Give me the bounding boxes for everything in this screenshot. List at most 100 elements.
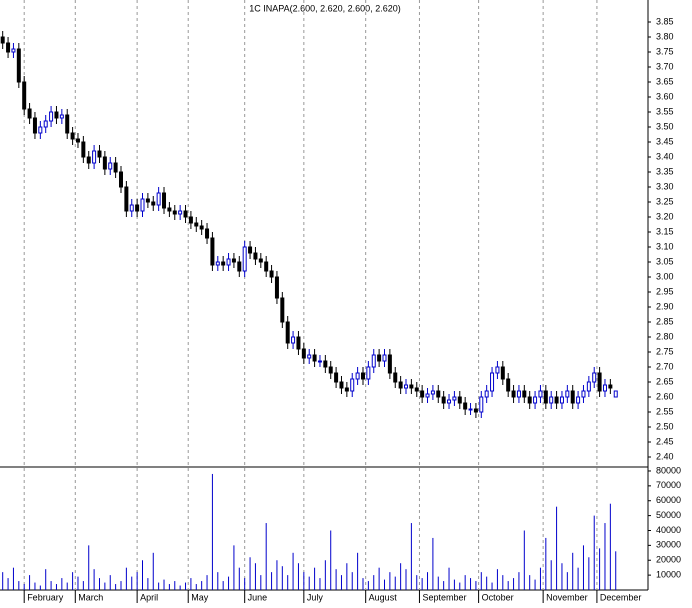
candle-body	[81, 141, 86, 158]
candle-body	[366, 366, 371, 380]
candle-body	[253, 252, 258, 260]
candle-body	[86, 156, 91, 164]
volume-tick-label: 30000	[656, 540, 681, 550]
candle-body	[581, 390, 586, 398]
candle-body	[274, 276, 279, 299]
candle-body	[328, 366, 333, 374]
candle-body	[264, 261, 269, 272]
candle-body	[221, 261, 226, 266]
candle-body	[231, 258, 236, 263]
y-tick-label: 2.90	[656, 301, 674, 311]
y-tick-label: 2.70	[656, 361, 674, 371]
candle-body	[404, 384, 409, 389]
y-tick-label: 2.50	[656, 421, 674, 431]
candle-body	[570, 390, 575, 404]
candle-body	[135, 204, 140, 212]
candle-body	[172, 210, 177, 215]
candle-body	[344, 387, 349, 392]
y-tick-label: 3.50	[656, 121, 674, 131]
candle-body	[409, 384, 414, 389]
y-tick-label: 3.10	[656, 241, 674, 251]
y-tick-label: 2.55	[656, 406, 674, 416]
y-tick-label: 3.85	[656, 16, 674, 26]
candle-body	[151, 201, 156, 206]
volume-tick-label: 70000	[656, 480, 681, 490]
candle-body	[339, 381, 344, 389]
candle-body	[565, 390, 570, 398]
y-tick-label: 3.00	[656, 271, 674, 281]
candle-body	[92, 150, 97, 164]
y-tick-label: 3.40	[656, 151, 674, 161]
candle-body	[11, 48, 16, 53]
x-tick-label: March	[78, 592, 103, 602]
y-tick-label: 2.80	[656, 331, 674, 341]
candle-body	[280, 297, 285, 323]
candle-body	[393, 372, 398, 383]
candle-body	[425, 393, 430, 398]
candle-body	[468, 408, 473, 411]
candle-body	[65, 114, 70, 134]
y-tick-label: 3.35	[656, 166, 674, 176]
candle-body	[210, 237, 215, 266]
x-tick-label: September	[422, 592, 466, 602]
x-tick-label: October	[482, 592, 514, 602]
candle-body	[145, 198, 150, 203]
candle-body	[226, 258, 231, 266]
candle-body	[420, 390, 425, 398]
candle-body	[490, 372, 495, 392]
y-tick-label: 3.15	[656, 226, 674, 236]
x-tick-label: April	[140, 592, 158, 602]
candle-body	[377, 354, 382, 362]
candle-body	[387, 354, 392, 374]
candle-body	[382, 354, 387, 362]
candle-body	[549, 396, 554, 404]
y-tick-label: 2.95	[656, 286, 674, 296]
candle-body	[360, 372, 365, 380]
y-tick-label: 2.45	[656, 436, 674, 446]
x-tick-label: May	[191, 592, 209, 602]
candle-body	[522, 390, 527, 398]
candle-body	[473, 408, 478, 413]
candle-body	[38, 126, 43, 134]
volume-tick-label: 20000	[656, 555, 681, 565]
candle-body	[441, 396, 446, 404]
x-tick-label: June	[248, 592, 268, 602]
candle-body	[124, 186, 129, 212]
y-tick-label: 2.85	[656, 316, 674, 326]
candle-body	[538, 390, 543, 398]
y-tick-label: 3.65	[656, 76, 674, 86]
x-tick-label: August	[369, 592, 398, 602]
candle-body	[188, 216, 193, 224]
y-tick-label: 2.75	[656, 346, 674, 356]
candle-body	[22, 81, 27, 110]
candle-body	[97, 150, 102, 158]
candle-body	[559, 396, 564, 404]
candle-body	[248, 246, 253, 254]
candle-body	[414, 387, 419, 392]
candle-body	[602, 384, 607, 392]
volume-tick-label: 40000	[656, 525, 681, 535]
x-tick-label: December	[600, 592, 642, 602]
candle-body	[447, 399, 452, 404]
candle-body	[613, 390, 618, 398]
candle-body	[205, 228, 210, 239]
candle-body	[592, 372, 597, 383]
candle-body	[162, 192, 167, 209]
candle-body	[554, 396, 559, 404]
candle-body	[27, 108, 32, 119]
candle-body	[350, 378, 355, 392]
candle-body	[102, 156, 107, 170]
candle-body	[527, 396, 532, 404]
candle-body	[452, 396, 457, 401]
candle-body	[108, 162, 113, 170]
candle-body	[543, 390, 548, 404]
candle-body	[242, 246, 247, 272]
y-tick-label: 2.60	[656, 391, 674, 401]
candle-body	[0, 36, 5, 44]
candle-body	[156, 192, 161, 206]
y-tick-label: 3.70	[656, 61, 674, 71]
candle-body	[312, 354, 317, 362]
volume-tick-label: 60000	[656, 495, 681, 505]
